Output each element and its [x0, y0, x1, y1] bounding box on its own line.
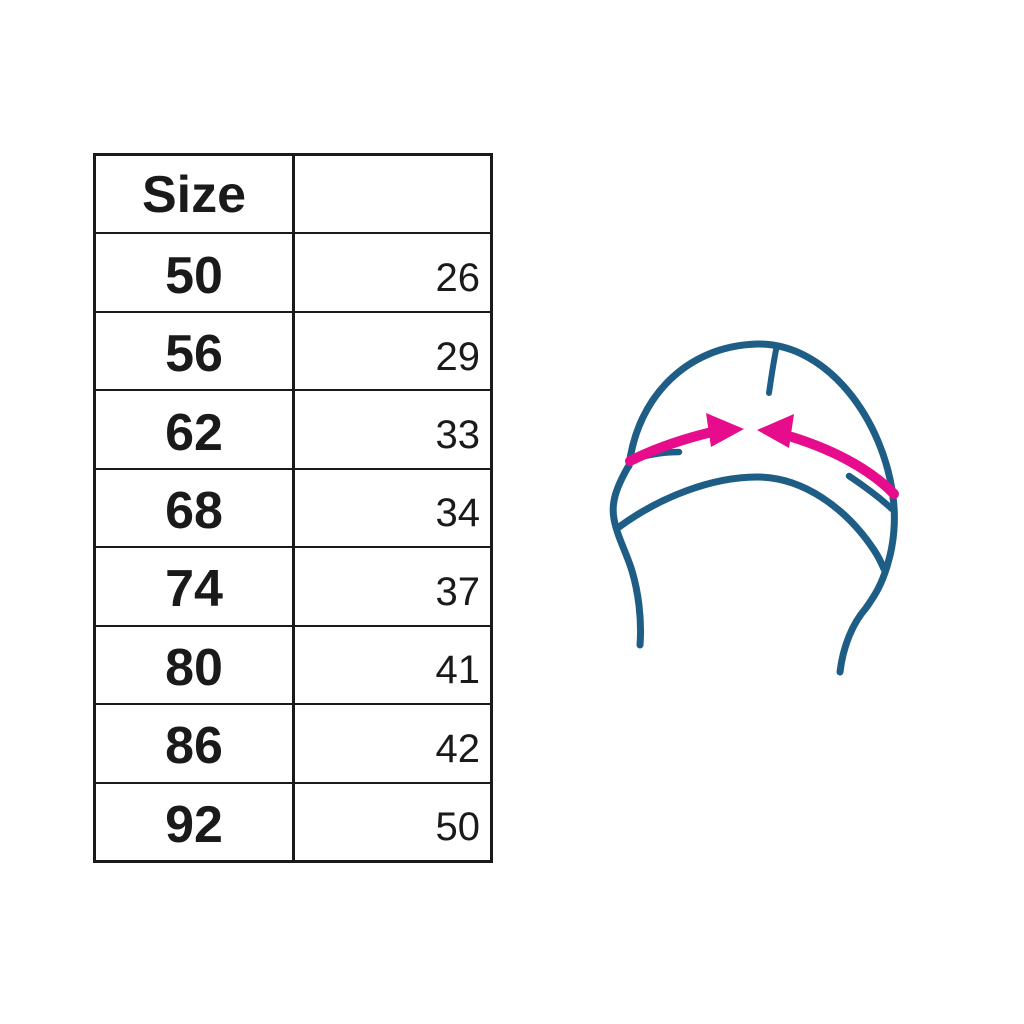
size-cell: 86 [96, 705, 295, 782]
hat-brim-bottom-edge [615, 473, 888, 573]
size-column-header: Size [96, 156, 295, 233]
table-row: 80 41 [96, 626, 490, 706]
value-cell: 33 [435, 413, 481, 458]
value-cell: 26 [435, 256, 481, 301]
size-cell: 74 [96, 548, 295, 625]
size-cell: 92 [96, 783, 295, 860]
size-cell: 68 [96, 469, 295, 547]
value-column-header [295, 156, 490, 232]
hat-crown-outline [625, 340, 897, 501]
size-cell: 62 [96, 391, 295, 468]
value-cell: 29 [435, 334, 481, 379]
size-cell: 80 [96, 626, 295, 704]
hat-top-seam [766, 347, 779, 396]
measure-arrow-lines-group [625, 427, 899, 499]
measure-arrow-right-line [787, 432, 899, 499]
measure-arrow-left-line [625, 427, 717, 466]
table-row: 56 29 [96, 312, 490, 392]
hat-illustration [595, 330, 940, 690]
hat-right-fold-line [845, 472, 896, 513]
left-pointing-arrowhead-icon [757, 414, 794, 448]
size-chart-table: Size 50 26 56 29 62 33 68 34 74 37 80 41… [93, 153, 493, 863]
table-row: 92 50 [96, 783, 490, 860]
size-cell: 50 [96, 234, 295, 311]
size-cell: 56 [96, 312, 295, 390]
hat-svg [609, 340, 899, 676]
value-cell: 41 [435, 648, 481, 693]
value-cell: 42 [435, 726, 481, 771]
value-cell: 37 [435, 569, 481, 614]
value-cell: 34 [435, 491, 481, 536]
value-cell: 50 [435, 805, 481, 850]
table-row: 74 37 [96, 548, 490, 627]
right-pointing-arrowhead-icon [706, 413, 744, 447]
table-row: 68 34 [96, 469, 490, 549]
hat-outline-group [609, 340, 898, 676]
hat-right-tie-string [836, 493, 898, 676]
measure-arrowheads-group [706, 413, 794, 448]
table-row: 62 33 [96, 391, 490, 470]
table-header-row: Size [96, 156, 490, 235]
hat-left-tie-string [609, 463, 644, 649]
table-row: 86 42 [96, 705, 490, 784]
table-row: 50 26 [96, 234, 490, 313]
